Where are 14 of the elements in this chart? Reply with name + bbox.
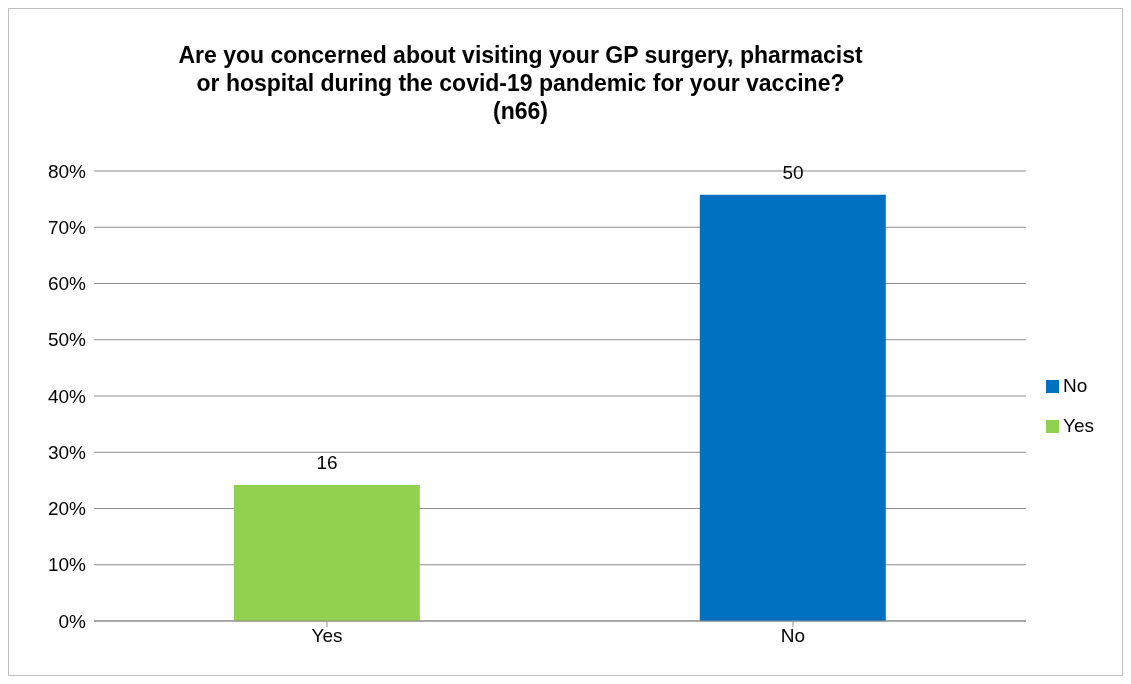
legend-label: Yes	[1063, 415, 1094, 436]
y-tick-label: 30%	[47, 441, 87, 463]
annotation: 50	[782, 161, 804, 183]
y-tick-label: 0%	[58, 610, 87, 632]
y-tick-label: 20%	[47, 498, 87, 520]
y-tick-label: 40%	[47, 385, 87, 407]
legend-label: No	[1063, 375, 1088, 396]
y-tick-label: 50%	[47, 329, 87, 351]
annotation: 16	[316, 451, 338, 473]
y-tick-label: 80%	[47, 160, 87, 182]
y-tick-label: 10%	[47, 554, 87, 576]
chart-title: Are you concerned about visiting your GP surgery, pharmacist or hospital during the covid-19 pandemic for your vaccine? (n66)	[177, 41, 864, 126]
y-tick-label: 70%	[47, 216, 87, 238]
y-tick-label: 60%	[47, 273, 87, 295]
